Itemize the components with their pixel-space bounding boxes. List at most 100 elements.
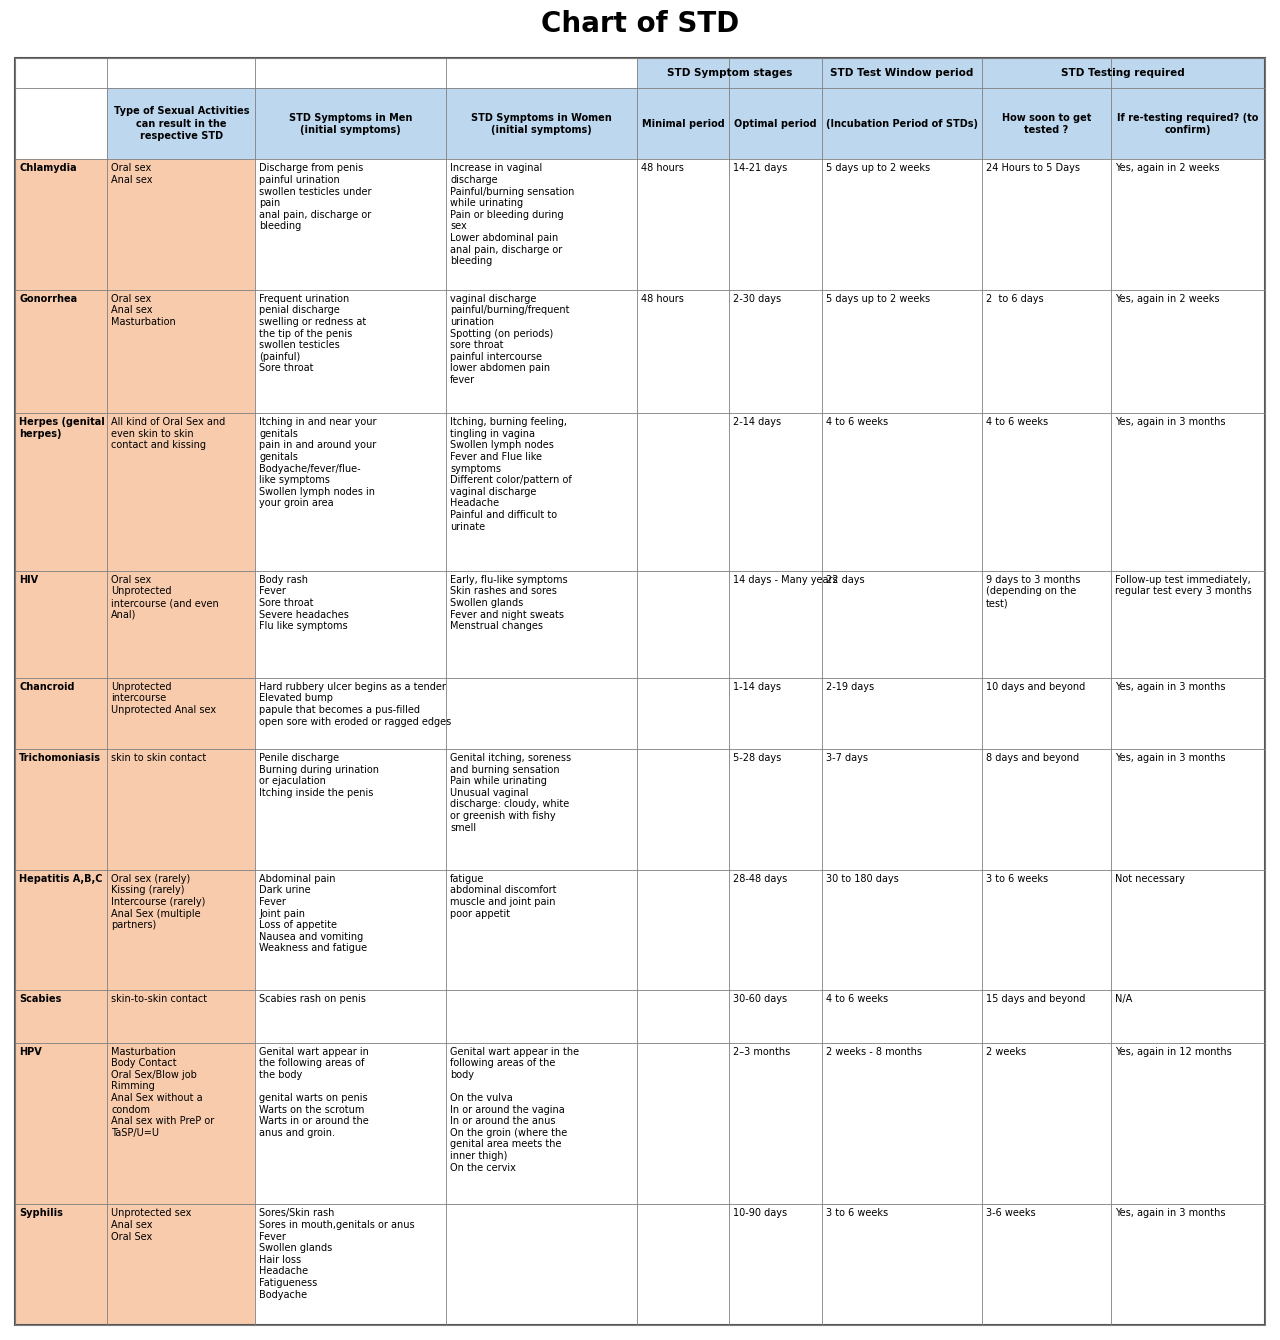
Bar [822, 289, 982, 413]
Text: 2-19 days: 2-19 days [826, 682, 874, 691]
Text: 3-6 weeks: 3-6 weeks [986, 1209, 1036, 1218]
Bar [15, 289, 108, 413]
Text: 48 hours: 48 hours [641, 163, 684, 173]
Text: All kind of Oral Sex and
even skin to skin
contact and kissing: All kind of Oral Sex and even skin to sk… [111, 417, 225, 450]
Text: 2 weeks - 8 months: 2 weeks - 8 months [826, 1047, 922, 1056]
Text: 14-21 days: 14-21 days [733, 163, 787, 173]
Text: STD Test Window period: STD Test Window period [829, 68, 973, 78]
Bar [15, 1043, 108, 1205]
Bar [982, 88, 1111, 159]
Bar [982, 571, 1111, 678]
Bar [15, 413, 108, 571]
Bar [730, 571, 822, 678]
Text: Itching, burning feeling,
tingling in vagina
Swollen lymph nodes
Fever and Flue : Itching, burning feeling, tingling in va… [451, 417, 572, 532]
Bar [445, 571, 637, 678]
Text: Not necessary: Not necessary [1115, 874, 1185, 884]
Text: 2 weeks: 2 weeks [986, 1047, 1025, 1056]
Bar [730, 870, 822, 990]
Bar [1111, 1205, 1265, 1325]
Text: Yes, again in 2 weeks: Yes, again in 2 weeks [1115, 293, 1220, 304]
Bar [255, 571, 445, 678]
Bar [255, 870, 445, 990]
Bar [982, 870, 1111, 990]
Bar [108, 289, 255, 413]
Text: Yes, again in 3 months: Yes, again in 3 months [1115, 753, 1225, 762]
Text: Oral sex
Anal sex
Masturbation: Oral sex Anal sex Masturbation [111, 293, 177, 327]
Text: skin to skin contact: skin to skin contact [111, 753, 206, 762]
Bar [637, 990, 730, 1043]
Text: Herpes (genital
herpes): Herpes (genital herpes) [19, 417, 105, 438]
Bar [1111, 870, 1265, 990]
Text: 3-7 days: 3-7 days [826, 753, 868, 762]
Text: 24 Hours to 5 Days: 24 Hours to 5 Days [986, 163, 1080, 173]
Text: 2-14 days: 2-14 days [733, 417, 781, 427]
Text: If re-testing required? (to
confirm): If re-testing required? (to confirm) [1117, 113, 1258, 135]
Bar [108, 58, 255, 88]
Text: Hepatitis A,B,C: Hepatitis A,B,C [19, 874, 102, 884]
Text: 9 days to 3 months
(depending on the
test): 9 days to 3 months (depending on the tes… [986, 575, 1080, 608]
Bar [822, 159, 982, 289]
Text: Chlamydia: Chlamydia [19, 163, 77, 173]
Bar [637, 678, 730, 749]
Bar [255, 289, 445, 413]
Text: Yes, again in 12 months: Yes, again in 12 months [1115, 1047, 1231, 1056]
Text: 1-14 days: 1-14 days [733, 682, 781, 691]
Text: HPV: HPV [19, 1047, 42, 1056]
Bar [108, 749, 255, 870]
Text: STD Symptom stages: STD Symptom stages [667, 68, 792, 78]
Bar [445, 289, 637, 413]
Text: Yes, again in 3 months: Yes, again in 3 months [1115, 1209, 1225, 1218]
Bar [637, 571, 730, 678]
Text: Masturbation
Body Contact
Oral Sex/Blow job
Rimming
Anal Sex without a
condom
An: Masturbation Body Contact Oral Sex/Blow … [111, 1047, 215, 1138]
Text: Syphilis: Syphilis [19, 1209, 63, 1218]
Text: Genital wart appear in the
following areas of the
body

On the vulva
In or aroun: Genital wart appear in the following are… [451, 1047, 579, 1172]
Text: Sores/Skin rash
Sores in mouth,genitals or anus
Fever
Swollen glands
Hair loss
H: Sores/Skin rash Sores in mouth,genitals … [259, 1209, 415, 1300]
Bar [822, 413, 982, 571]
Text: 3 to 6 weeks: 3 to 6 weeks [826, 1209, 888, 1218]
Text: Scabies rash on penis: Scabies rash on penis [259, 994, 366, 1005]
Bar [255, 678, 637, 749]
Bar [637, 1043, 730, 1205]
Text: vaginal discharge
painful/burning/frequent
urination
Spotting (on periods)
sore : vaginal discharge painful/burning/freque… [451, 293, 570, 385]
Text: Genital itching, soreness
and burning sensation
Pain while urinating
Unusual vag: Genital itching, soreness and burning se… [451, 753, 571, 832]
Bar [108, 870, 255, 990]
Bar [1111, 159, 1265, 289]
Bar [637, 1205, 730, 1325]
Text: STD Symptoms in Women
(initial symptoms): STD Symptoms in Women (initial symptoms) [471, 113, 612, 135]
Bar [255, 159, 445, 289]
Text: Penile discharge
Burning during urination
or ejaculation
Itching inside the peni: Penile discharge Burning during urinatio… [259, 753, 379, 797]
Bar [445, 1043, 637, 1205]
Text: fatigue
abdominal discomfort
muscle and joint pain
poor appetit: fatigue abdominal discomfort muscle and … [451, 874, 557, 918]
Bar [15, 571, 108, 678]
Bar [255, 88, 445, 159]
Bar [730, 1205, 822, 1325]
Text: STD Testing required: STD Testing required [1061, 68, 1185, 78]
Bar [15, 678, 108, 749]
Bar [982, 1043, 1111, 1205]
Text: Increase in vaginal
discharge
Painful/burning sensation
while urinating
Pain or : Increase in vaginal discharge Painful/bu… [451, 163, 575, 267]
Bar [255, 990, 637, 1043]
Text: 22 days: 22 days [826, 575, 864, 584]
Text: How soon to get
tested ?: How soon to get tested ? [1002, 113, 1091, 135]
Bar [108, 1043, 255, 1205]
Bar [1111, 990, 1265, 1043]
Text: 4 to 6 weeks: 4 to 6 weeks [826, 417, 888, 427]
Bar [637, 289, 730, 413]
Text: Discharge from penis
painful urination
swollen testicles under
pain
anal pain, d: Discharge from penis painful urination s… [259, 163, 371, 232]
Bar [1111, 571, 1265, 678]
Bar [982, 413, 1111, 571]
Bar [15, 1205, 108, 1325]
Bar [15, 990, 108, 1043]
Text: Scabies: Scabies [19, 994, 61, 1005]
Text: Oral sex
Anal sex: Oral sex Anal sex [111, 163, 152, 185]
Bar [108, 1205, 255, 1325]
Text: Optimal period: Optimal period [735, 119, 817, 129]
Bar [15, 58, 108, 88]
Bar [15, 870, 108, 990]
Text: 5-28 days: 5-28 days [733, 753, 782, 762]
Bar [445, 58, 637, 88]
Text: 8 days and beyond: 8 days and beyond [986, 753, 1079, 762]
Text: Gonorrhea: Gonorrhea [19, 293, 77, 304]
Text: 2–3 months: 2–3 months [733, 1047, 791, 1056]
Bar [637, 88, 730, 159]
